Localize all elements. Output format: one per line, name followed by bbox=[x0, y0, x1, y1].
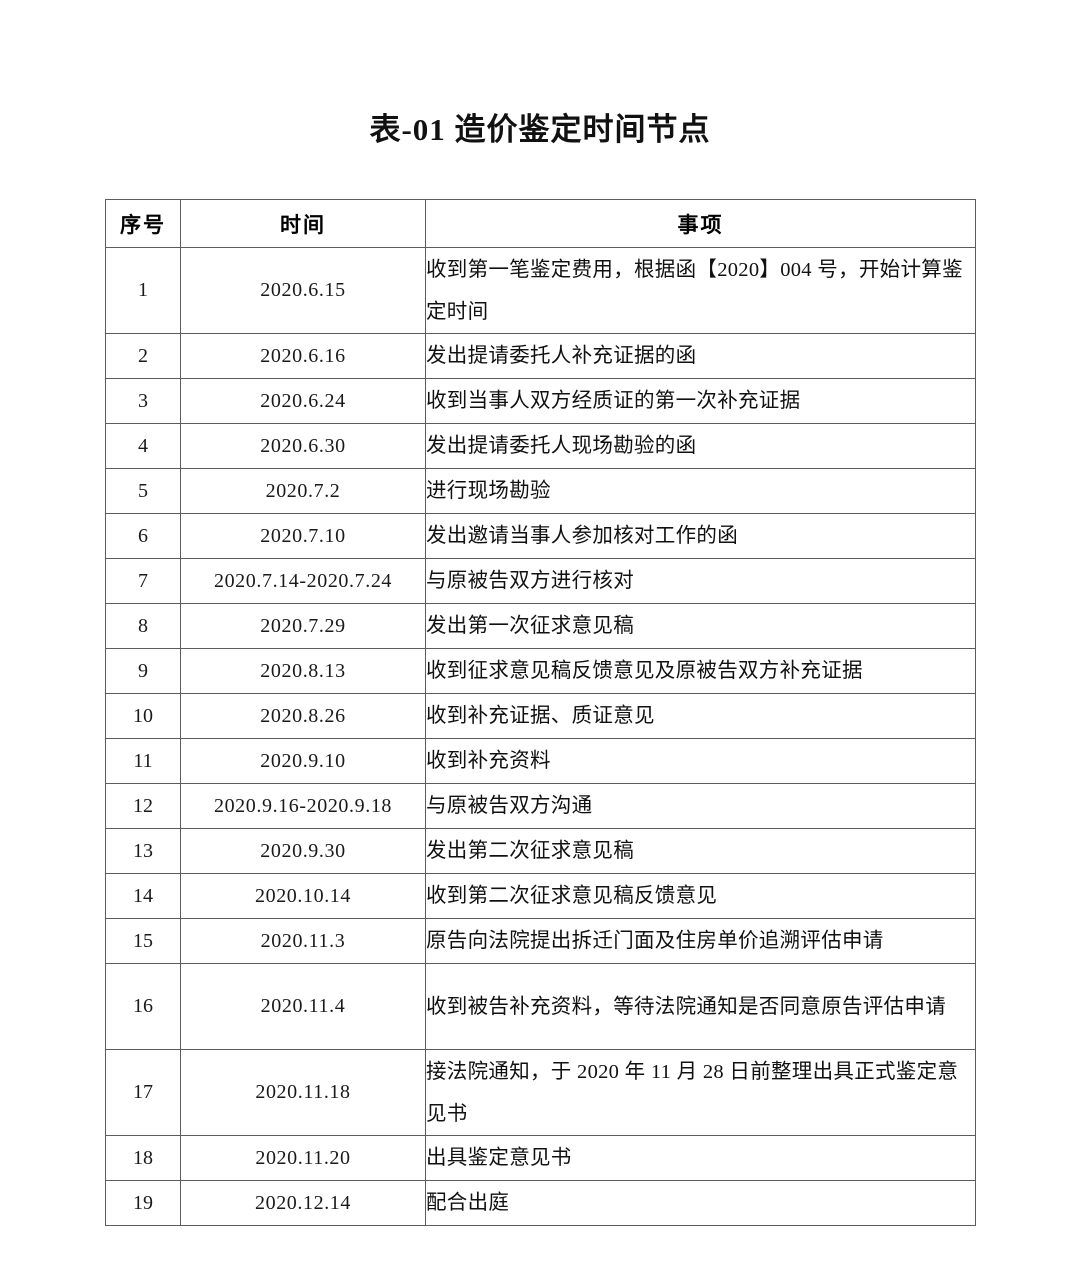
table-row: 13 2020.9.30 发出第二次征求意见稿 bbox=[105, 828, 976, 874]
row-date-cell: 2020.12.14 bbox=[180, 1180, 426, 1226]
row-event-cell: 与原被告双方沟通 bbox=[425, 783, 976, 829]
row-index-cell: 18 bbox=[105, 1135, 181, 1181]
column-header-time: 时间 bbox=[180, 199, 426, 248]
table-row: 9 2020.8.13 收到征求意见稿反馈意见及原被告双方补充证据 bbox=[105, 648, 976, 694]
row-event-cell: 配合出庭 bbox=[425, 1180, 976, 1226]
row-date-cell: 2020.9.16-2020.9.18 bbox=[180, 783, 426, 829]
table-row: 17 2020.11.18 接法院通知，于 2020 年 11 月 28 日前整理出… bbox=[105, 1049, 976, 1136]
row-event-cell: 接法院通知，于 2020 年 11 月 28 日前整理出具正式鉴定意见书 bbox=[425, 1049, 976, 1136]
table-row: 15 2020.11.3 原告向法院提出拆迁门面及住房单价追溯评估申请 bbox=[105, 918, 976, 964]
table-row: 18 2020.11.20 出具鉴定意见书 bbox=[105, 1135, 976, 1181]
table-row: 10 2020.8.26 收到补充证据、质证意见 bbox=[105, 693, 976, 739]
row-date-cell: 2020.7.2 bbox=[180, 468, 426, 514]
row-index-cell: 19 bbox=[105, 1180, 181, 1226]
row-index-cell: 12 bbox=[105, 783, 181, 829]
row-date-cell: 2020.7.14-2020.7.24 bbox=[180, 558, 426, 604]
row-event-cell: 收到被告补充资料，等待法院通知是否同意原告评估申请 bbox=[425, 963, 976, 1050]
row-index-cell: 5 bbox=[105, 468, 181, 514]
row-date-cell: 2020.11.20 bbox=[180, 1135, 426, 1181]
row-index-cell: 2 bbox=[105, 333, 181, 379]
row-event-cell: 收到当事人双方经质证的第一次补充证据 bbox=[425, 378, 976, 424]
table-row: 7 2020.7.14-2020.7.24 与原被告双方进行核对 bbox=[105, 558, 976, 604]
row-event-cell: 发出提请委托人现场勘验的函 bbox=[425, 423, 976, 469]
row-date-cell: 2020.8.26 bbox=[180, 693, 426, 739]
row-event-cell: 收到第二次征求意见稿反馈意见 bbox=[425, 873, 976, 919]
row-date-cell: 2020.8.13 bbox=[180, 648, 426, 694]
row-index-cell: 13 bbox=[105, 828, 181, 874]
row-index-cell: 8 bbox=[105, 603, 181, 649]
row-index-cell: 15 bbox=[105, 918, 181, 964]
page-title: 表-01 造价鉴定时间节点 bbox=[369, 112, 711, 147]
table-row: 16 2020.11.4 收到被告补充资料，等待法院通知是否同意原告评估申请 bbox=[105, 963, 976, 1050]
row-event-cell: 发出提请委托人补充证据的函 bbox=[425, 333, 976, 379]
row-date-cell: 2020.6.30 bbox=[180, 423, 426, 469]
row-index-cell: 6 bbox=[105, 513, 181, 559]
table-row: 14 2020.10.14 收到第二次征求意见稿反馈意见 bbox=[105, 873, 976, 919]
row-event-cell: 原告向法院提出拆迁门面及住房单价追溯评估申请 bbox=[425, 918, 976, 964]
table-body: 1 2020.6.15 收到第一笔鉴定费用，根据函【2020】004 号，开始计算鉴… bbox=[105, 247, 976, 1226]
row-event-cell: 出具鉴定意见书 bbox=[425, 1135, 976, 1181]
row-event-cell: 与原被告双方进行核对 bbox=[425, 558, 976, 604]
row-date-cell: 2020.9.10 bbox=[180, 738, 426, 784]
row-date-cell: 2020.11.18 bbox=[180, 1049, 426, 1136]
table-row: 5 2020.7.2 进行现场勘验 bbox=[105, 468, 976, 514]
table-row: 6 2020.7.10 发出邀请当事人参加核对工作的函 bbox=[105, 513, 976, 559]
row-date-cell: 2020.7.29 bbox=[180, 603, 426, 649]
table-row: 3 2020.6.24 收到当事人双方经质证的第一次补充证据 bbox=[105, 378, 976, 424]
row-date-cell: 2020.6.15 bbox=[180, 247, 426, 334]
column-header-item: 事项 bbox=[425, 199, 976, 248]
table-row: 12 2020.9.16-2020.9.18 与原被告双方沟通 bbox=[105, 783, 976, 829]
row-date-cell: 2020.11.3 bbox=[180, 918, 426, 964]
row-index-cell: 10 bbox=[105, 693, 181, 739]
row-index-cell: 14 bbox=[105, 873, 181, 919]
row-index-cell: 9 bbox=[105, 648, 181, 694]
table-row: 2 2020.6.16 发出提请委托人补充证据的函 bbox=[105, 333, 976, 379]
timeline-table: 序号 时间 事项 1 2020.6.15 收到第一笔鉴定费用，根据函【2020】00… bbox=[105, 199, 976, 1226]
row-event-cell: 发出邀请当事人参加核对工作的函 bbox=[425, 513, 976, 559]
row-event-cell: 进行现场勘验 bbox=[425, 468, 976, 514]
row-index-cell: 16 bbox=[105, 963, 181, 1050]
table-header-row: 序号 时间 事项 bbox=[105, 199, 976, 248]
row-event-cell: 收到第一笔鉴定费用，根据函【2020】004 号，开始计算鉴定时间 bbox=[425, 247, 976, 334]
row-index-cell: 4 bbox=[105, 423, 181, 469]
row-date-cell: 2020.9.30 bbox=[180, 828, 426, 874]
row-date-cell: 2020.6.16 bbox=[180, 333, 426, 379]
table-row: 1 2020.6.15 收到第一笔鉴定费用，根据函【2020】004 号，开始计算鉴… bbox=[105, 247, 976, 334]
row-event-cell: 发出第二次征求意见稿 bbox=[425, 828, 976, 874]
row-date-cell: 2020.6.24 bbox=[180, 378, 426, 424]
row-index-cell: 17 bbox=[105, 1049, 181, 1136]
column-header-no: 序号 bbox=[105, 199, 181, 248]
table-header: 序号 时间 事项 bbox=[105, 199, 976, 248]
table-row: 19 2020.12.14 配合出庭 bbox=[105, 1180, 976, 1226]
row-date-cell: 2020.10.14 bbox=[180, 873, 426, 919]
table-row: 4 2020.6.30 发出提请委托人现场勘验的函 bbox=[105, 423, 976, 469]
row-date-cell: 2020.7.10 bbox=[180, 513, 426, 559]
row-index-cell: 11 bbox=[105, 738, 181, 784]
row-index-cell: 3 bbox=[105, 378, 181, 424]
table-row: 8 2020.7.29 发出第一次征求意见稿 bbox=[105, 603, 976, 649]
row-event-cell: 收到征求意见稿反馈意见及原被告双方补充证据 bbox=[425, 648, 976, 694]
row-index-cell: 7 bbox=[105, 558, 181, 604]
row-index-cell: 1 bbox=[105, 247, 181, 334]
row-event-cell: 发出第一次征求意见稿 bbox=[425, 603, 976, 649]
table-row: 11 2020.9.10 收到补充资料 bbox=[105, 738, 976, 784]
row-date-cell: 2020.11.4 bbox=[180, 963, 426, 1050]
row-event-cell: 收到补充证据、质证意见 bbox=[425, 693, 976, 739]
row-event-cell: 收到补充资料 bbox=[425, 738, 976, 784]
timeline-table-container: 序号 时间 事项 1 2020.6.15 收到第一笔鉴定费用，根据函【2020】00… bbox=[105, 199, 976, 1226]
